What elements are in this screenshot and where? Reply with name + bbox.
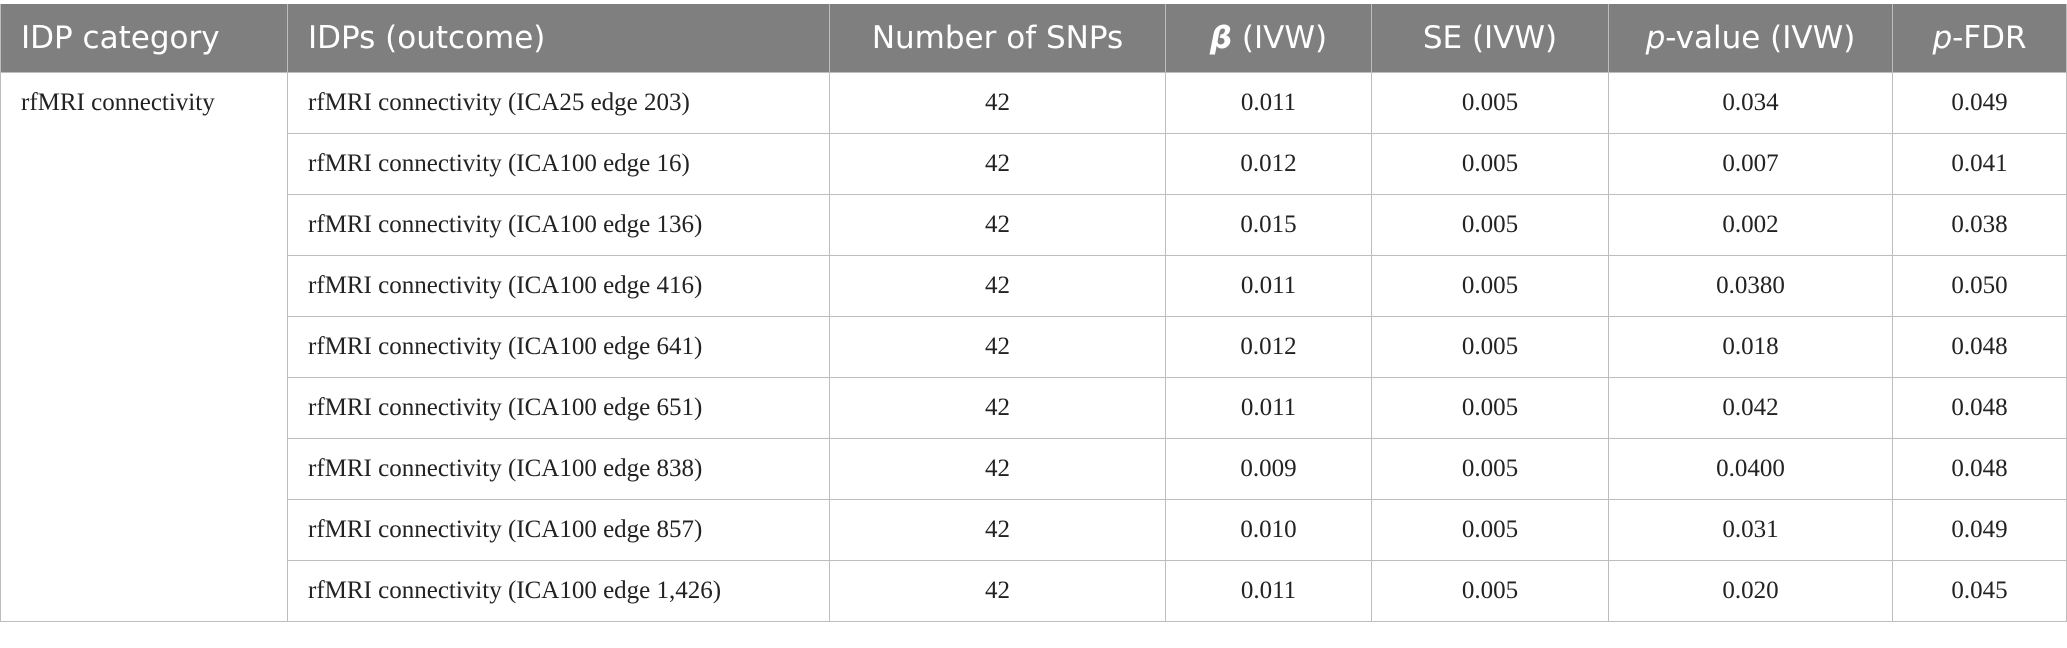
value-cell: 0.002 (1608, 194, 1893, 256)
value-cell: 0.0380 (1608, 255, 1893, 317)
value-cell: 0.015 (1165, 194, 1372, 256)
value-cell: 42 (829, 438, 1166, 500)
value-cell: 0.031 (1608, 499, 1893, 561)
header-row: IDP category IDPs (outcome) Number of SNPs… (0, 4, 2067, 73)
value-cell: 0.007 (1608, 133, 1893, 195)
value-cell: 0.048 (1892, 316, 2067, 378)
value-cell: 42 (829, 133, 1166, 195)
value-cell: 0.005 (1371, 72, 1609, 134)
value-cell: 42 (829, 499, 1166, 561)
value-cell: 0.011 (1165, 377, 1372, 439)
value-cell: 42 (829, 377, 1166, 439)
value-cell: 0.018 (1608, 316, 1893, 378)
value-cell: 42 (829, 316, 1166, 378)
column-header: SE (IVW) (1371, 4, 1609, 73)
value-cell: 0.009 (1165, 438, 1372, 500)
column-header: IDPs (outcome) (287, 4, 830, 73)
table-row: rfMRI connectivity (ICA100 edge 1,426) 42… (1, 560, 2067, 622)
value-cell: 0.041 (1892, 133, 2067, 195)
column-header: β (IVW) (1165, 4, 1372, 73)
outcome-cell: rfMRI connectivity (ICA100 edge 1,426) (287, 560, 830, 622)
outcome-cell: rfMRI connectivity (ICA25 edge 203) (287, 72, 830, 134)
table-row: rfMRI connectivity (ICA100 edge 651) 42 0.… (1, 377, 2067, 439)
value-cell: 0.048 (1892, 377, 2067, 439)
outcome-cell: rfMRI connectivity (ICA100 edge 416) (287, 255, 830, 317)
value-cell: 42 (829, 255, 1166, 317)
value-cell: 0.049 (1892, 499, 2067, 561)
value-cell: 0.042 (1608, 377, 1893, 439)
value-cell: 0.005 (1371, 255, 1609, 317)
value-cell: 0.050 (1892, 255, 2067, 317)
value-cell: 0.0400 (1608, 438, 1893, 500)
table-row: rfMRI connectivity (ICA100 edge 641) 42 0.… (1, 316, 2067, 378)
value-cell: 0.012 (1165, 133, 1372, 195)
value-cell: 0.048 (1892, 438, 2067, 500)
value-cell: 0.012 (1165, 316, 1372, 378)
page: IDP category IDPs (outcome) Number of SNPs… (0, 4, 2067, 648)
outcome-cell: rfMRI connectivity (ICA100 edge 136) (287, 194, 830, 256)
column-header: p-FDR (1892, 4, 2067, 73)
table-row: rfMRI connectivity (ICA100 edge 838) 42 0.… (1, 438, 2067, 500)
value-cell: 0.020 (1608, 560, 1893, 622)
outcome-cell: rfMRI connectivity (ICA100 edge 857) (287, 499, 830, 561)
value-cell: 0.005 (1371, 377, 1609, 439)
table-row: rfMRI connectivity (ICA100 edge 416) 42 0.… (1, 255, 2067, 317)
value-cell: 0.049 (1892, 72, 2067, 134)
column-header: Number of SNPs (829, 4, 1166, 73)
outcome-cell: rfMRI connectivity (ICA100 edge 641) (287, 316, 830, 378)
value-cell: 42 (829, 72, 1166, 134)
results-table: IDP category IDPs (outcome) Number of SNPs… (0, 4, 2067, 622)
value-cell: 0.005 (1371, 560, 1609, 622)
table-row: rfMRI connectivity (ICA100 edge 857) 42 0.… (1, 499, 2067, 561)
value-cell: 0.005 (1371, 499, 1609, 561)
value-cell: 0.011 (1165, 255, 1372, 317)
value-cell: 42 (829, 560, 1166, 622)
outcome-cell: rfMRI connectivity (ICA100 edge 651) (287, 377, 830, 439)
value-cell: 0.005 (1371, 316, 1609, 378)
table-row: rfMRI connectivity (ICA100 edge 16) 42 0.0… (1, 133, 2067, 195)
table-row: rfMRI connectivity rfMRI connectivity (IC… (0, 72, 2067, 622)
value-cell: 0.034 (1608, 72, 1893, 134)
table-row: rfMRI connectivity (ICA100 edge 136) 42 0.… (1, 194, 2067, 256)
value-cell: 0.005 (1371, 133, 1609, 195)
value-cell: 0.011 (1165, 72, 1372, 134)
column-header: p-value (IVW) (1608, 4, 1893, 73)
table-body: rfMRI connectivity rfMRI connectivity (IC… (0, 72, 2067, 622)
outcome-cell: rfMRI connectivity (ICA100 edge 16) (287, 133, 830, 195)
value-cell: 0.038 (1892, 194, 2067, 256)
column-header: IDP category (0, 4, 288, 73)
outcome-cell: rfMRI connectivity (ICA100 edge 838) (287, 438, 830, 500)
value-cell: 0.005 (1371, 194, 1609, 256)
value-cell: 0.045 (1892, 560, 2067, 622)
category-cell: rfMRI connectivity (0, 72, 288, 622)
value-cell: 0.010 (1165, 499, 1372, 561)
value-cell: 0.011 (1165, 560, 1372, 622)
value-cell: 42 (829, 194, 1166, 256)
value-cell: 0.005 (1371, 438, 1609, 500)
